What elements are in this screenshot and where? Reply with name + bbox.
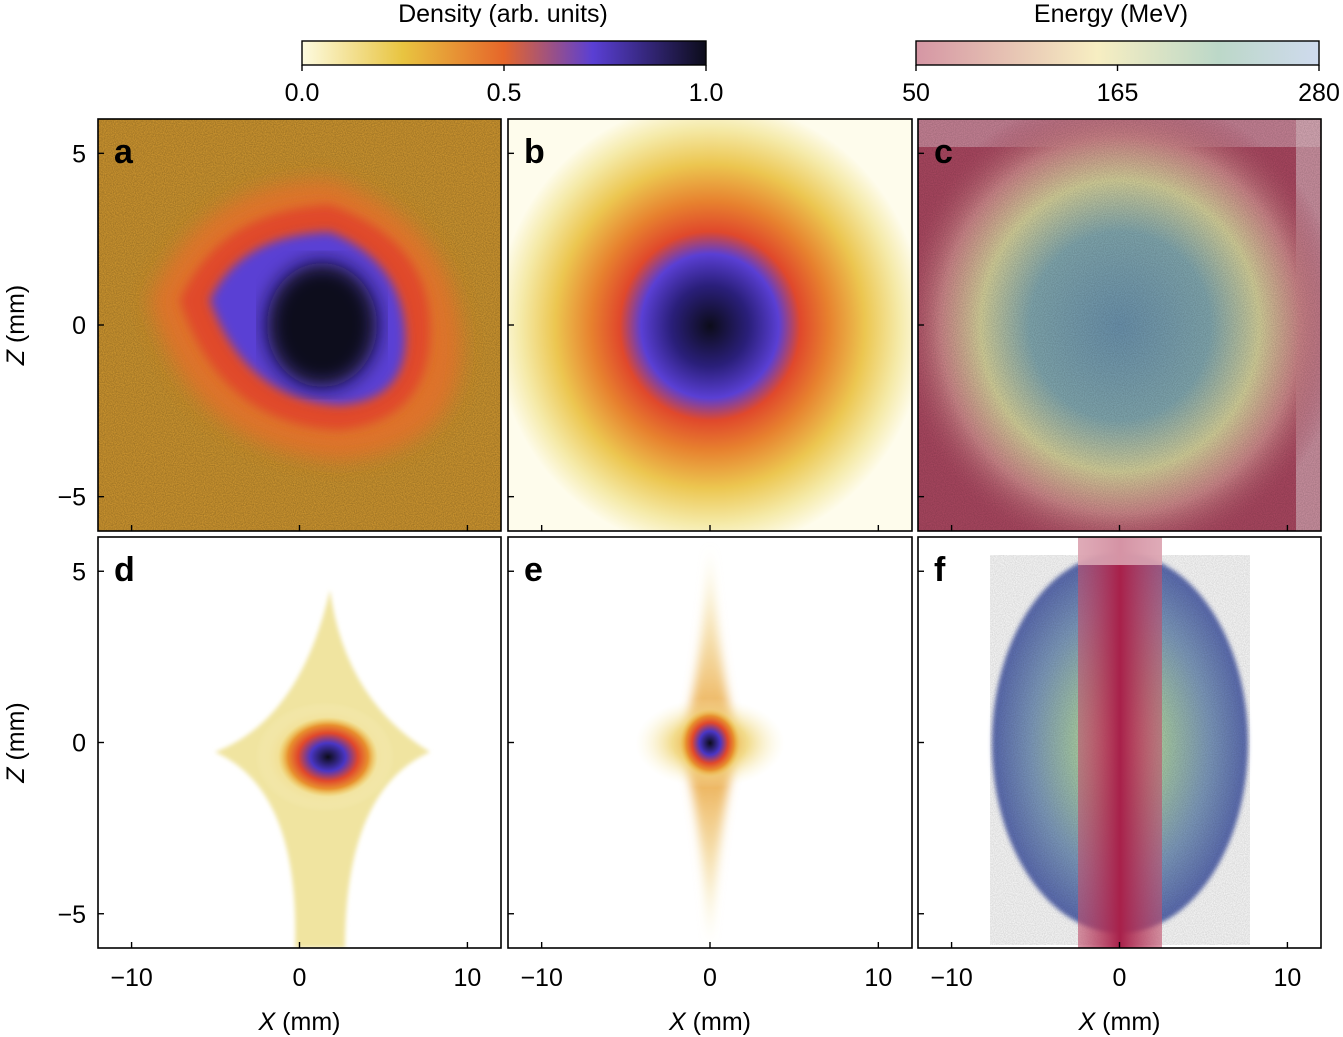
y-tick-label: −5 [57, 901, 86, 929]
y-tick-label: 5 [72, 558, 86, 586]
panel-d [98, 537, 501, 948]
x-axis-label: X (mm) [1078, 1008, 1161, 1036]
x-tick-label: −10 [930, 964, 972, 992]
panel-f-column [1078, 537, 1162, 948]
panel-e-axes: −10 0 10 e [507, 536, 913, 992]
panel-e-blob [680, 709, 740, 777]
panel-c-noise [918, 119, 1321, 531]
panel-a [98, 119, 501, 531]
panel-e [508, 537, 912, 948]
panel-b [508, 119, 912, 531]
panel-a-axes: 5 0 −5 a [57, 118, 502, 532]
y-tick-label: 0 [72, 730, 86, 758]
panel-d-blob [278, 717, 378, 797]
panel-letter-e: e [524, 551, 543, 589]
colorbar-density [301, 40, 707, 66]
panel-d-axes: −10 0 10 5 0 −5 d [57, 536, 502, 992]
colorbar-energy-tick-label: 165 [1097, 79, 1139, 107]
y-axis-label: Z (mm) [2, 702, 30, 784]
x-tick-label: 10 [454, 964, 482, 992]
panel-a-core [267, 263, 377, 387]
panel-f-column-top [1078, 537, 1162, 565]
panel-letter-c: c [934, 133, 953, 171]
axis-labels: X (mm) X (mm) X (mm) Z (mm) Z (mm) [2, 285, 1160, 1036]
colorbar-energy [915, 40, 1320, 66]
y-tick-label: −5 [57, 484, 86, 512]
y-tick-label: 5 [72, 140, 86, 168]
panel-frames: 5 0 −5 a b c −10 0 10 5 0 −5 d −10 0 10 e −10 0 10 f [57, 118, 1322, 992]
colorbar-density-tick-label: 0.0 [285, 79, 320, 107]
x-axis-label: X (mm) [258, 1008, 341, 1036]
panel-letter-b: b [524, 133, 545, 171]
panel-c [918, 119, 1321, 531]
colorbar-energy-title: Energy (MeV) [1034, 0, 1188, 28]
x-tick-label: 0 [1113, 964, 1127, 992]
x-tick-label: 0 [293, 964, 307, 992]
colorbars: Density (arb. units) 0.0 0.5 1.0 Energy (M… [285, 0, 1340, 107]
x-tick-label: 10 [864, 964, 892, 992]
panel-c-axes: c [917, 118, 1322, 532]
x-tick-label: 0 [703, 964, 717, 992]
panel-letter-a: a [114, 133, 134, 171]
colorbar-density-tick-label: 1.0 [689, 79, 724, 107]
panel-b-axes: b [507, 118, 913, 532]
panel-letter-d: d [114, 551, 135, 589]
x-tick-label: 10 [1274, 964, 1302, 992]
colorbar-energy-ticks: 50 165 280 [902, 65, 1340, 107]
colorbar-density-tick-label: 0.5 [487, 79, 522, 107]
y-tick-label: 0 [72, 312, 86, 340]
colorbar-density-ticks: 0.0 0.5 1.0 [285, 65, 724, 107]
colorbar-energy-tick-label: 50 [902, 79, 930, 107]
panel-b-blob [508, 119, 912, 531]
colorbar-energy-tick-label: 280 [1298, 79, 1340, 107]
panel-f-axes: −10 0 10 f [917, 536, 1322, 992]
y-axis-label: Z (mm) [2, 285, 30, 367]
panel-f [918, 537, 1321, 948]
x-tick-label: −10 [110, 964, 152, 992]
panel-letter-f: f [934, 551, 946, 589]
x-axis-label: X (mm) [668, 1008, 751, 1036]
x-tick-label: −10 [520, 964, 562, 992]
colorbar-density-title: Density (arb. units) [398, 0, 608, 28]
